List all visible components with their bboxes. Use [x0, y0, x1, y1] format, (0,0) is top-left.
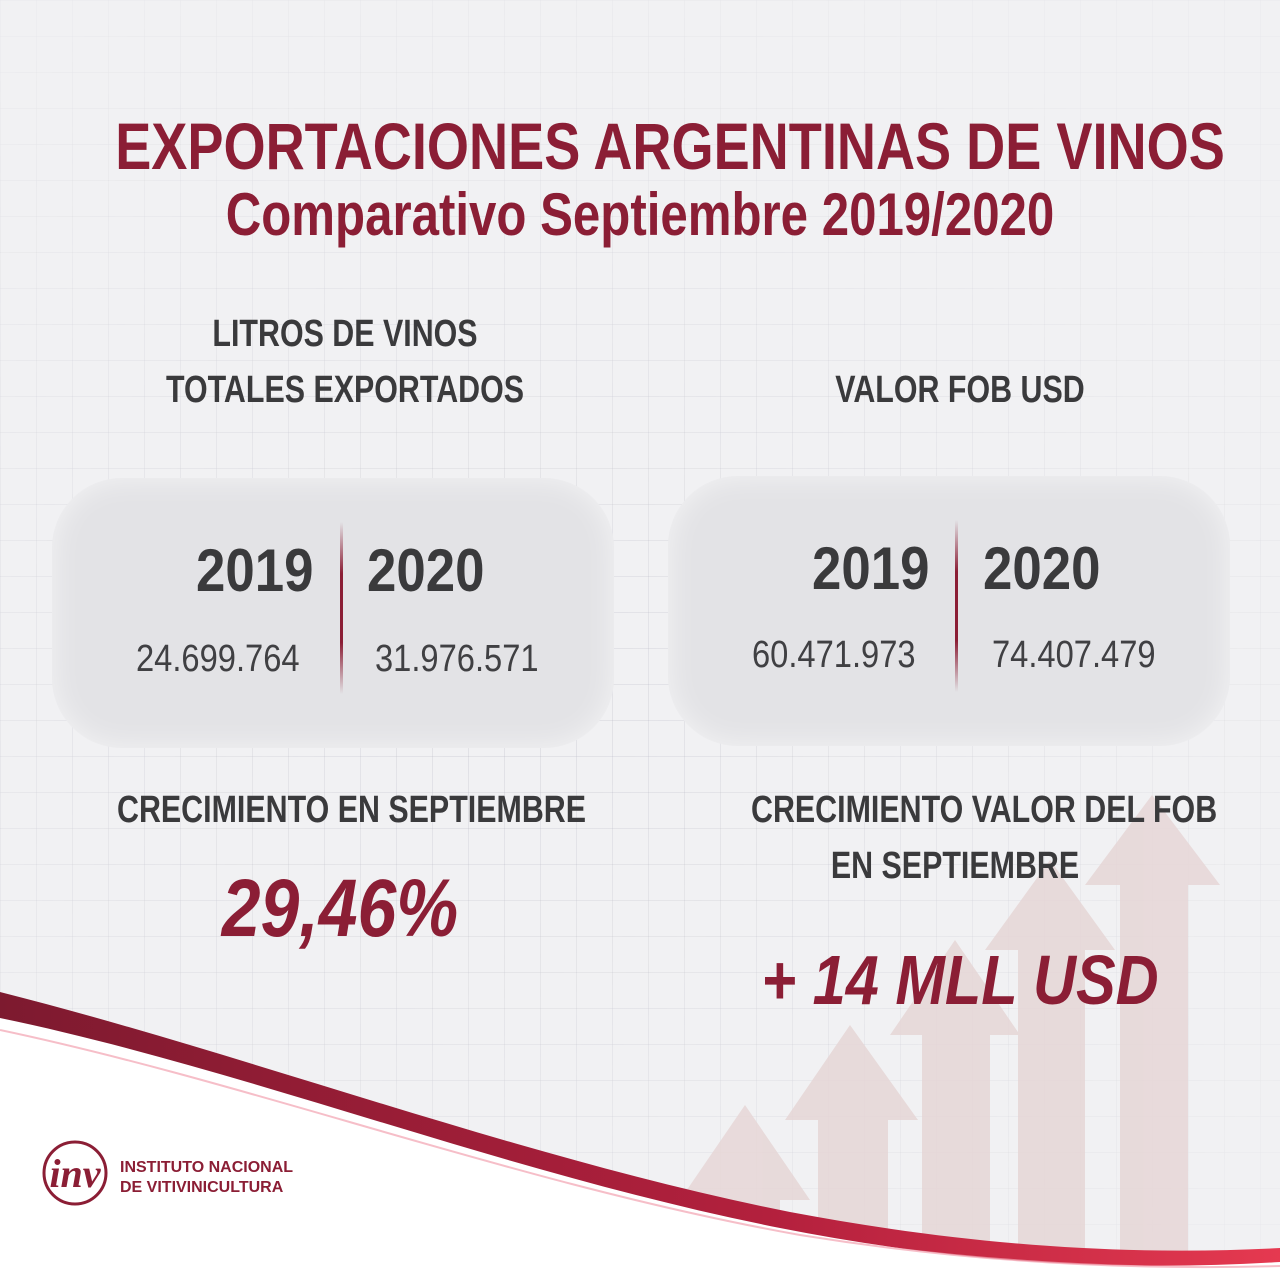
fob-growth-label-line1: CRECIMIENTO VALOR DEL FOB [751, 789, 1218, 831]
fob-value-2020: 74.407.479 [992, 634, 1156, 676]
fob-heading: VALOR FOB USD [835, 369, 1085, 411]
fob-growth-label: CRECIMIENTO VALOR DEL FOB EN SEPTIEMBRE [751, 782, 1218, 894]
litros-panel [52, 478, 614, 748]
litros-heading-line1: LITROS DE VINOS [212, 313, 478, 355]
litros-growth-label: CRECIMIENTO EN SEPTIEMBRE [117, 789, 587, 831]
arrow-shape-4 [985, 860, 1115, 1280]
litros-year-2019: 2019 [196, 537, 314, 604]
fob-growth-value: + 14 MLL USD [761, 941, 1159, 1019]
arrow-shape-3 [890, 940, 1020, 1280]
litros-value-2020: 31.976.571 [375, 638, 539, 680]
fob-panel [668, 476, 1230, 746]
litros-divider [340, 522, 343, 694]
arrow-shape-5 [1085, 795, 1220, 1280]
logo-mark: inv [49, 1151, 101, 1196]
arrow-shape-2 [785, 1025, 918, 1280]
litros-growth-value: 29,46% [221, 863, 459, 954]
litros-heading: LITROS DE VINOS TOTALES EXPORTADOS [149, 306, 541, 418]
fob-value-2019: 60.471.973 [752, 634, 916, 676]
litros-heading-line2: TOTALES EXPORTADOS [165, 369, 525, 411]
litros-value-2019: 24.699.764 [136, 638, 300, 680]
logo-name-line2: DE VITIVINICULTURA [120, 1179, 284, 1196]
logo-name: INSTITUTO NACIONAL DE VITIVINICULTURA [120, 1158, 293, 1198]
fob-year-2020: 2020 [983, 535, 1101, 602]
page-title: EXPORTACIONES ARGENTINAS DE VINOS [115, 109, 1225, 183]
page-subtitle: Comparativo Septiembre 2019/2020 [225, 181, 1055, 248]
fob-divider [955, 520, 958, 692]
logo-name-line1: INSTITUTO NACIONAL [120, 1159, 294, 1176]
fob-growth-label-line2: EN SEPTIEMBRE [830, 845, 1080, 887]
fob-year-2019: 2019 [812, 535, 930, 602]
litros-year-2020: 2020 [367, 537, 485, 604]
